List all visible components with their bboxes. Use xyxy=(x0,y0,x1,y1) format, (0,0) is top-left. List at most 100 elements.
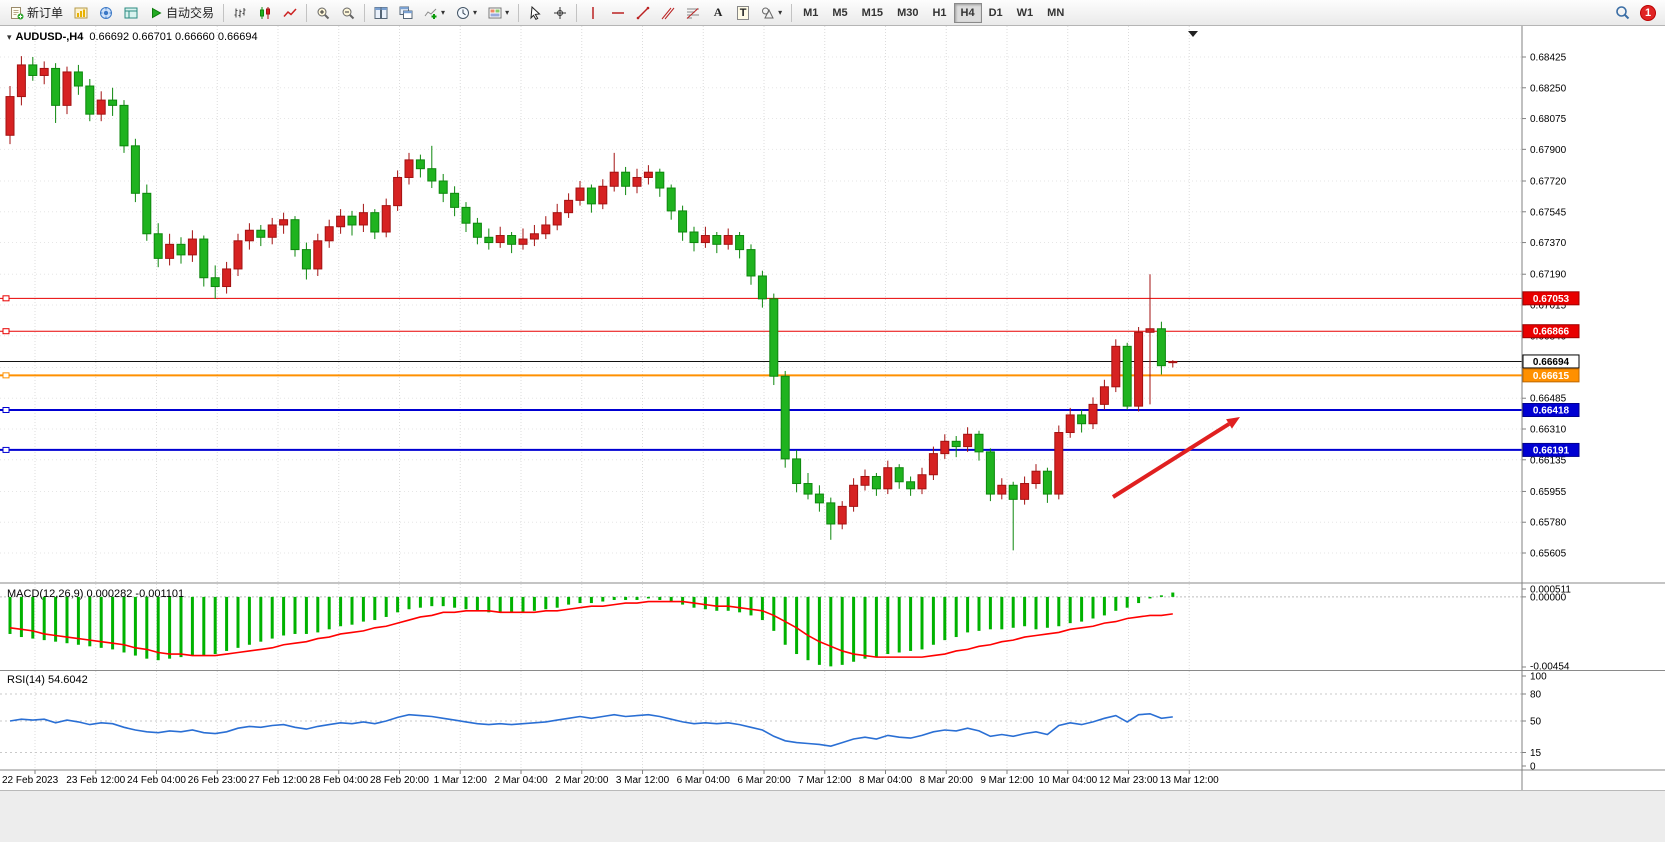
candle-body xyxy=(153,233,163,259)
candle-body xyxy=(643,171,653,178)
crosshair-button[interactable] xyxy=(548,2,572,24)
search-button[interactable] xyxy=(1610,2,1635,24)
periods-icon xyxy=(456,6,470,20)
chart-canvas[interactable]: 0.68425 0.68250 0.68075 0.67900 0.67720 0.675… xyxy=(0,26,1665,790)
trendline-tool-button[interactable] xyxy=(631,2,655,24)
candle-body xyxy=(1088,403,1098,425)
candle-body xyxy=(928,453,938,476)
price-axis-label: 0.66485 xyxy=(1530,394,1567,405)
trend-arrow-head[interactable] xyxy=(1226,417,1240,429)
candle-body xyxy=(655,171,665,189)
templates-button[interactable]: ▾ xyxy=(483,2,514,24)
macd-signal-line xyxy=(9,600,1173,658)
candle-body xyxy=(16,64,26,98)
price-badge-label: 0.66866 xyxy=(1533,327,1570,338)
time-axis-label: 3 Mar 12:00 xyxy=(616,775,670,786)
crosshair-icon xyxy=(553,6,567,20)
price-badge-label: 0.67053 xyxy=(1533,294,1570,305)
price-badge-resistance xyxy=(1522,324,1580,339)
time-axis-label: 24 Feb 04:00 xyxy=(127,775,186,786)
text-tool-button[interactable]: A xyxy=(706,2,730,24)
auto-trading-button[interactable]: 自动交易 xyxy=(144,2,219,24)
price-axis-label: 0.67900 xyxy=(1530,145,1567,156)
time-axis-label: 6 Mar 20:00 xyxy=(737,775,791,786)
candle-body xyxy=(746,249,756,277)
zoom-out-icon xyxy=(341,6,355,20)
candle-body xyxy=(507,235,517,245)
price-badge-resistance xyxy=(1522,291,1580,306)
shapes-icon xyxy=(761,6,775,20)
tf-button-m5[interactable]: M5 xyxy=(832,6,848,19)
dropdown-arrow-icon: ▾ xyxy=(505,7,510,17)
terminal-icon xyxy=(124,6,138,20)
scroll-to-end-marker[interactable] xyxy=(1188,31,1198,37)
navigator-button[interactable] xyxy=(94,2,118,24)
new-order-button[interactable]: 新订单 xyxy=(5,2,68,24)
zoom-in-icon xyxy=(316,6,330,20)
auto-trading-icon xyxy=(149,6,163,20)
line-chart-button[interactable] xyxy=(278,2,302,24)
candlestick-chart-button[interactable] xyxy=(253,2,277,24)
line-handle[interactable] xyxy=(2,328,10,335)
candle-body xyxy=(826,502,836,525)
time-axis-label: 8 Mar 20:00 xyxy=(920,775,974,786)
tile-windows-button[interactable] xyxy=(369,2,393,24)
vertical-line-tool-button[interactable] xyxy=(581,2,605,24)
tf-button-h1[interactable]: H1 xyxy=(932,6,947,19)
candle-body xyxy=(951,440,961,448)
notification-badge[interactable]: 1 xyxy=(1640,4,1656,21)
shapes-tool-button[interactable]: ▾ xyxy=(756,2,787,24)
zoom-in-button[interactable] xyxy=(311,2,335,24)
time-axis-label: 23 Feb 12:00 xyxy=(66,775,125,786)
candle-body xyxy=(963,433,973,448)
cursor-button[interactable] xyxy=(523,2,547,24)
line-chart-icon xyxy=(283,6,297,20)
line-handle[interactable] xyxy=(2,407,10,414)
candle-body xyxy=(894,467,904,483)
toolbar-separator xyxy=(223,3,225,22)
cascade-windows-button[interactable] xyxy=(394,2,418,24)
line-handle[interactable] xyxy=(2,295,10,302)
toolbar-separator xyxy=(518,3,520,22)
chart-menu-icon[interactable]: ▾ xyxy=(7,32,12,42)
macd-axis-label: -0.00454 xyxy=(1530,662,1570,673)
candle-body xyxy=(541,224,551,235)
trend-arrow[interactable] xyxy=(1111,422,1231,499)
tf-button-w1[interactable]: W1 xyxy=(1016,6,1034,19)
time-axis-label: 26 Feb 23:00 xyxy=(188,775,247,786)
label-tool-button[interactable]: T xyxy=(731,2,755,24)
tf-button-h4[interactable]: H4 xyxy=(953,2,982,23)
candle-body xyxy=(564,199,574,214)
candle-body xyxy=(792,458,802,485)
candle-body xyxy=(814,493,824,504)
indicators-button[interactable]: ▾ xyxy=(419,2,450,24)
terminal-button[interactable] xyxy=(119,2,143,24)
tf-button-m30[interactable]: M30 xyxy=(897,6,919,19)
candle-body xyxy=(860,475,870,486)
time-axis-label: 6 Mar 04:00 xyxy=(677,775,731,786)
tf-button-m1[interactable]: M1 xyxy=(803,6,819,19)
candle-body xyxy=(529,233,539,240)
dropdown-arrow-icon: ▾ xyxy=(441,7,446,17)
line-handle[interactable] xyxy=(2,372,10,379)
horizontal-line-tool-button[interactable] xyxy=(606,2,630,24)
time-axis-label: 2 Mar 20:00 xyxy=(555,775,609,786)
price-axis-label: 0.67015 xyxy=(1530,301,1567,312)
tf-button-m15[interactable]: M15 xyxy=(861,6,884,19)
periods-button[interactable]: ▾ xyxy=(451,2,482,24)
channel-tool-button[interactable] xyxy=(656,2,680,24)
candle-body xyxy=(985,451,995,495)
market-watch-button[interactable] xyxy=(69,2,93,24)
candle-body xyxy=(279,219,289,226)
fibonacci-tool-button[interactable] xyxy=(681,2,705,24)
zoom-out-button[interactable] xyxy=(336,2,360,24)
price-axis-label: 0.67370 xyxy=(1530,238,1567,249)
bar-chart-button[interactable] xyxy=(228,2,252,24)
vertical-line-icon xyxy=(586,6,600,20)
tf-button-mn[interactable]: MN xyxy=(1047,6,1065,19)
auto-trading-label: 自动交易 xyxy=(166,6,215,20)
candlestick-chart-icon xyxy=(258,6,272,20)
tf-button-d1[interactable]: D1 xyxy=(988,6,1003,19)
line-handle[interactable] xyxy=(2,446,10,453)
